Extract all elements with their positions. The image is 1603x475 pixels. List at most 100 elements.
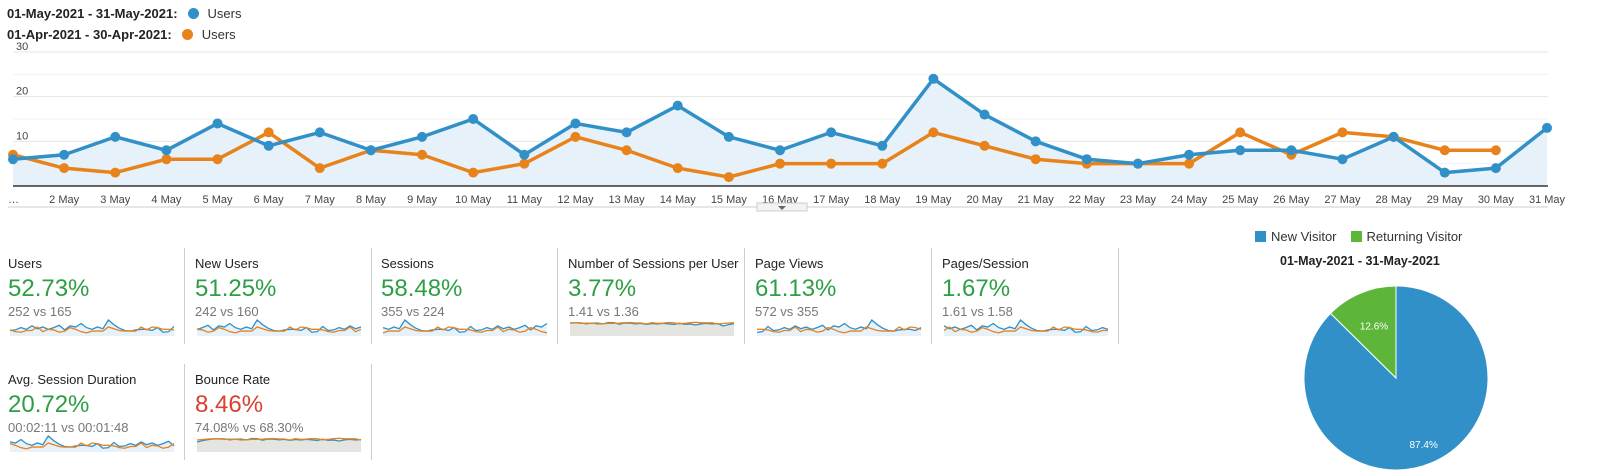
- metric-change: 1.67%: [942, 275, 1011, 302]
- x-tick-label: 3 May: [100, 194, 130, 206]
- x-tick-label: 4 May: [151, 194, 181, 206]
- chevron-down-icon[interactable]: [778, 206, 786, 210]
- data-point: [979, 109, 990, 120]
- x-tick-label: 21 May: [1018, 194, 1055, 206]
- metric-tile[interactable]: Users 52.73% 252 vs 165: [8, 248, 185, 344]
- pie-slice: [1303, 285, 1489, 470]
- metric-tile[interactable]: Page Views 61.13% 572 vs 355: [755, 248, 932, 344]
- pie-slice-label: 87.4%: [1409, 440, 1437, 451]
- data-point: [1184, 149, 1195, 160]
- sparkline: [196, 319, 362, 336]
- x-tick-label: 25 May: [1222, 194, 1259, 206]
- sparkline-previous: [570, 321, 735, 325]
- legend-label: Users: [207, 6, 242, 21]
- x-tick-label: 14 May: [660, 194, 697, 206]
- legend-may: 01-May-2021 - 31-May-2021: Users: [7, 6, 242, 21]
- x-tick-label: 15 May: [711, 194, 748, 206]
- metric-change: 20.72%: [8, 391, 90, 418]
- metric-change: 58.48%: [381, 275, 463, 302]
- data-point: [1030, 136, 1041, 147]
- x-tick-label: 11 May: [507, 194, 543, 206]
- sparkline-previous: [196, 326, 362, 334]
- metric-tile[interactable]: Pages/Session 1.67% 1.61 vs 1.58: [942, 248, 1119, 344]
- legend-range: 01-May-2021 - 31-May-2021:: [7, 6, 178, 21]
- data-point: [417, 149, 428, 160]
- x-tick-label: 8 May: [356, 194, 386, 206]
- data-point: [826, 158, 837, 169]
- orange-dot-icon: [181, 29, 193, 40]
- metric-change: 51.25%: [195, 275, 277, 302]
- green-square-icon: [1350, 231, 1362, 242]
- data-point: [1490, 145, 1501, 156]
- metric-tile[interactable]: New Users 51.25% 242 vs 160: [195, 248, 372, 344]
- data-point: [1286, 145, 1297, 156]
- users-line-chart: 10 20 30 … 2 May 3 May 4 May 5 May 6 May 7 May 8 M…: [8, 41, 1566, 212]
- metric-change: 61.13%: [755, 275, 837, 302]
- data-point: [877, 140, 888, 151]
- data-point: [1542, 122, 1552, 133]
- pie-title: 01-May-2021 - 31-May-2021: [1280, 254, 1440, 268]
- data-point: [161, 154, 172, 165]
- data-point: [1081, 154, 1092, 165]
- metric-comparison: 252 vs 165: [8, 304, 72, 319]
- sparkline-previous: [382, 326, 548, 334]
- sparkline-fill: [383, 320, 547, 336]
- data-point: [1030, 154, 1041, 165]
- x-tick-label: 30 May: [1478, 194, 1515, 206]
- data-point: [59, 163, 70, 174]
- metric-comparison: 1.61 vs 1.58: [942, 304, 1013, 319]
- x-tick-label: 13 May: [609, 194, 646, 206]
- x-tick-label: 28 May: [1376, 194, 1413, 206]
- metric-title: Avg. Session Duration: [8, 372, 137, 387]
- sparkline-fill: [944, 320, 1108, 336]
- data-point: [212, 154, 223, 165]
- metric-title: Sessions: [381, 256, 434, 271]
- blue-square-icon: [1255, 231, 1266, 242]
- pie-legend: New Visitor Returning Visitor: [1255, 229, 1462, 244]
- data-point: [1439, 167, 1450, 178]
- data-point: [519, 158, 530, 169]
- series-line: [12, 130, 1496, 179]
- metric-title: New Users: [195, 256, 259, 271]
- data-point: [1337, 154, 1348, 165]
- metric-tile[interactable]: Bounce Rate 8.46% 74.08% vs 68.30%: [195, 364, 372, 460]
- x-tick-label: 9 May: [407, 194, 437, 206]
- metric-tile[interactable]: Number of Sessions per User 3.77% 1.41 v…: [568, 248, 745, 344]
- x-tick-label: 2 May: [49, 194, 79, 206]
- metric-title: Pages/Session: [942, 256, 1029, 271]
- metric-tile[interactable]: Sessions 58.48% 355 vs 224: [381, 248, 558, 344]
- data-point: [570, 131, 581, 142]
- data-point: [928, 73, 939, 84]
- x-tick-label: 23 May: [1120, 194, 1157, 206]
- x-tick-label: 6 May: [254, 194, 284, 206]
- data-point: [1439, 145, 1450, 156]
- x-tick-label: 27 May: [1324, 194, 1361, 206]
- data-point: [519, 149, 530, 160]
- data-point: [1184, 158, 1195, 169]
- y-tick-label: 30: [16, 41, 28, 53]
- data-point: [723, 172, 734, 183]
- legend-new-visitor: New Visitor: [1255, 229, 1337, 244]
- sparkline-previous: [9, 326, 175, 334]
- data-point: [621, 127, 632, 138]
- x-tick-label: 5 May: [203, 194, 233, 206]
- metric-comparison: 242 vs 160: [195, 304, 259, 319]
- data-point: [672, 100, 683, 111]
- sparkline: [943, 319, 1109, 336]
- metric-tile[interactable]: Avg. Session Duration 20.72% 00:02:11 vs…: [8, 364, 185, 460]
- data-point: [877, 158, 888, 169]
- metric-comparison: 355 vs 224: [381, 304, 445, 319]
- metric-title: Number of Sessions per User: [568, 256, 739, 271]
- x-tick-label: 10 May: [455, 194, 492, 206]
- sparkline-previous: [943, 326, 1108, 334]
- data-point: [110, 167, 121, 178]
- legend-april: 01-Apr-2021 - 30-Apr-2021: Users: [7, 27, 236, 42]
- data-point: [314, 127, 325, 138]
- legend-label: Returning Visitor: [1366, 229, 1463, 244]
- pie-slice-label: 12.6%: [1360, 321, 1388, 332]
- x-tick-label: 12 May: [557, 194, 594, 206]
- blue-dot-icon: [187, 8, 199, 19]
- data-point: [468, 114, 479, 124]
- metric-change: 52.73%: [8, 275, 90, 302]
- sparkline-fill: [757, 320, 921, 336]
